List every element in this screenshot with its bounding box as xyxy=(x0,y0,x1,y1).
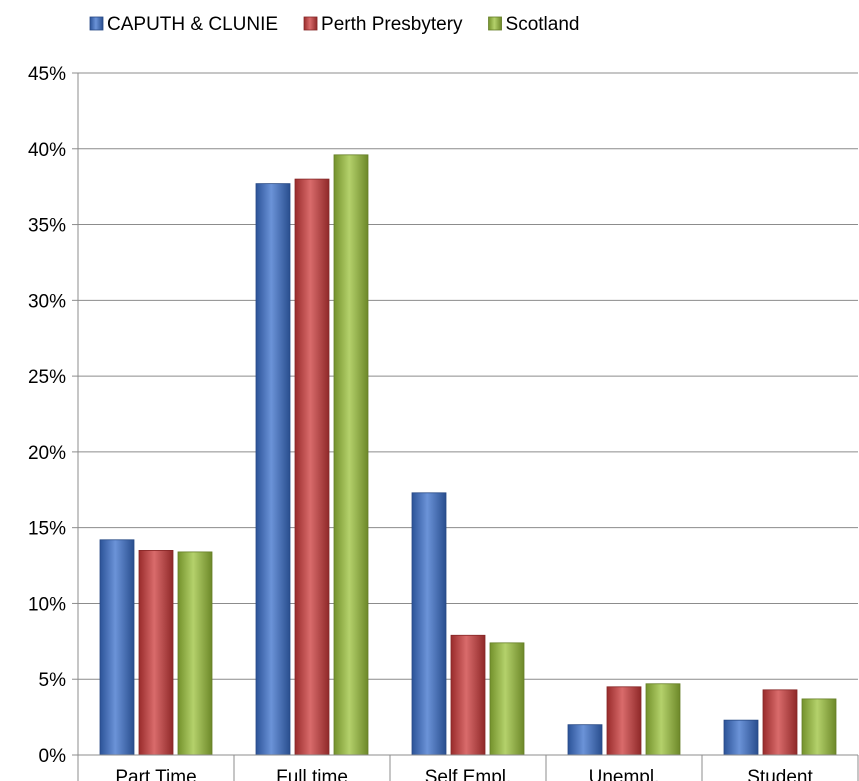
y-tick-label: 0% xyxy=(39,746,67,767)
legend-label: Scotland xyxy=(506,14,580,35)
bar-perth-presbytery-self-empl xyxy=(450,634,486,756)
y-tick-label: 20% xyxy=(28,443,66,464)
bar-scotland-unempl xyxy=(645,683,681,756)
legend-swatch xyxy=(303,16,318,31)
y-tick-label: 30% xyxy=(28,291,66,312)
bar-scotland-self-empl xyxy=(489,642,525,756)
bar-scotland-student xyxy=(801,698,837,756)
y-tick-label: 10% xyxy=(28,594,66,615)
bar-perth-presbytery-student xyxy=(762,689,798,756)
y-tick-label: 35% xyxy=(28,216,66,237)
bar-scotland-full-time xyxy=(333,154,369,756)
bar-scotland-part-time xyxy=(177,551,213,756)
x-tick-label: Self Empl. xyxy=(425,767,512,781)
x-tick-label: Student xyxy=(747,767,813,781)
legend-item-scotland: Scotland xyxy=(488,14,580,35)
bar-caputh-clunie-part-time xyxy=(99,539,135,756)
x-tick-label: Unempl. xyxy=(589,767,660,781)
y-tick-label: 45% xyxy=(28,64,66,85)
legend-label: CAPUTH & CLUNIE xyxy=(107,14,278,35)
legend-item-perth-presbytery: Perth Presbytery xyxy=(303,14,463,35)
y-tick-label: 15% xyxy=(28,519,66,540)
bars xyxy=(99,154,837,756)
bar-perth-presbytery-unempl xyxy=(606,686,642,756)
bar-caputh-clunie-self-empl xyxy=(411,492,447,756)
y-tick-label: 40% xyxy=(28,140,66,161)
legend: CAPUTH & CLUNIE Perth Presbytery Scotland xyxy=(89,14,580,35)
bar-caputh-clunie-unempl xyxy=(567,724,603,756)
legend-item-caputh-clunie: CAPUTH & CLUNIE xyxy=(89,14,278,35)
y-tick-label: 25% xyxy=(28,367,66,388)
y-axis: 0% 5% 10% 15% 20% 25% 30% 35% 40% 45% xyxy=(28,64,79,767)
x-tick-label: Part Time xyxy=(115,767,196,781)
bar-caputh-clunie-full-time xyxy=(255,183,291,756)
legend-swatch xyxy=(488,16,502,31)
bar-caputh-clunie-student xyxy=(723,719,759,756)
legend-swatch xyxy=(89,16,104,31)
legend-label: Perth Presbytery xyxy=(321,14,463,35)
bar-perth-presbytery-part-time xyxy=(138,550,174,756)
x-axis: Part Time Full time Self Empl. Unempl. Stude… xyxy=(77,754,859,781)
bar-perth-presbytery-full-time xyxy=(294,178,330,756)
y-tick-label: 5% xyxy=(39,670,67,691)
x-tick-label: Full time xyxy=(276,767,348,781)
